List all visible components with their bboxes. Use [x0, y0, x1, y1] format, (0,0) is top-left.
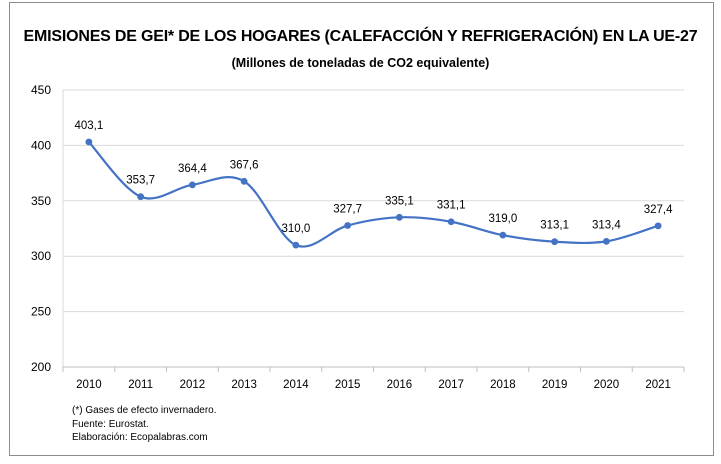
x-tick-label: 2017 — [438, 379, 464, 391]
data-point — [654, 222, 662, 230]
data-point — [85, 138, 93, 146]
x-tick-label: 2013 — [231, 379, 257, 391]
x-axis: 2010 2011 2012 2013 2014 2015 2016 2017 2018 2019… — [62, 366, 685, 391]
y-tick-label: 350 — [31, 194, 51, 208]
x-tick-label: 2018 — [490, 379, 516, 391]
data-point — [137, 193, 145, 201]
x-tick-label: 2012 — [180, 379, 206, 391]
data-point — [602, 237, 610, 245]
data-point — [292, 241, 300, 249]
x-tick-label: 2011 — [128, 379, 153, 391]
data-label: 353,7 — [126, 175, 155, 187]
x-tick-label: 2016 — [387, 379, 413, 391]
series-line — [87, 140, 660, 248]
chart-notes: (*) Gases de efecto invernadero. Fuente:… — [72, 404, 217, 445]
chart-frame — [9, 2, 714, 456]
data-label: 310,0 — [281, 223, 310, 235]
data-point — [188, 181, 196, 189]
y-tick-label: 200 — [31, 360, 51, 374]
y-tick-label: 300 — [31, 249, 51, 263]
x-tick-label: 2020 — [594, 379, 620, 391]
data-label: 331,1 — [437, 200, 466, 212]
data-label: 319,0 — [488, 213, 517, 225]
chart-subtitle: (Millones de toneladas de CO2 equivalent… — [231, 56, 490, 70]
data-label: 313,1 — [540, 220, 569, 232]
y-tick-label: 400 — [31, 138, 51, 152]
x-tick-label: 2021 — [645, 379, 671, 391]
data-point — [499, 231, 507, 239]
series-group — [85, 138, 662, 249]
data-point — [240, 177, 248, 185]
data-label: 313,4 — [592, 219, 621, 231]
data-point — [395, 213, 403, 221]
data-label: 367,6 — [230, 159, 259, 171]
footnote-gei: (*) Gases de efecto invernadero. — [72, 405, 217, 416]
data-label: 335,1 — [385, 195, 414, 207]
data-label: 364,4 — [178, 163, 207, 175]
x-tick-label: 2014 — [283, 379, 309, 391]
source-note: Fuente: Eurostat. — [72, 418, 149, 430]
x-tick-label: 2010 — [76, 379, 102, 391]
y-tick-label: 450 — [31, 83, 51, 97]
x-tick-label: 2019 — [542, 379, 568, 391]
data-point — [447, 218, 455, 226]
data-point — [551, 238, 559, 246]
gridlines — [62, 89, 684, 367]
data-label: 327,7 — [333, 204, 362, 216]
data-point — [344, 222, 352, 229]
y-tick-label: 250 — [31, 305, 51, 319]
data-labels: 403,1 353,7 364,4 367,6 310,0 327,7 335,1 331,1… — [74, 120, 673, 235]
chart-title: EMISIONES DE GEI* DE LOS HOGARES (CALEFA… — [23, 28, 698, 45]
data-label: 403,1 — [74, 120, 103, 132]
credit-note: Elaboración: Ecopalabras.com — [72, 432, 208, 443]
y-axis-ticks: 200 250 300 350 400 450 — [31, 83, 51, 374]
data-label: 327,4 — [644, 204, 673, 216]
x-tick-label: 2015 — [335, 379, 361, 391]
